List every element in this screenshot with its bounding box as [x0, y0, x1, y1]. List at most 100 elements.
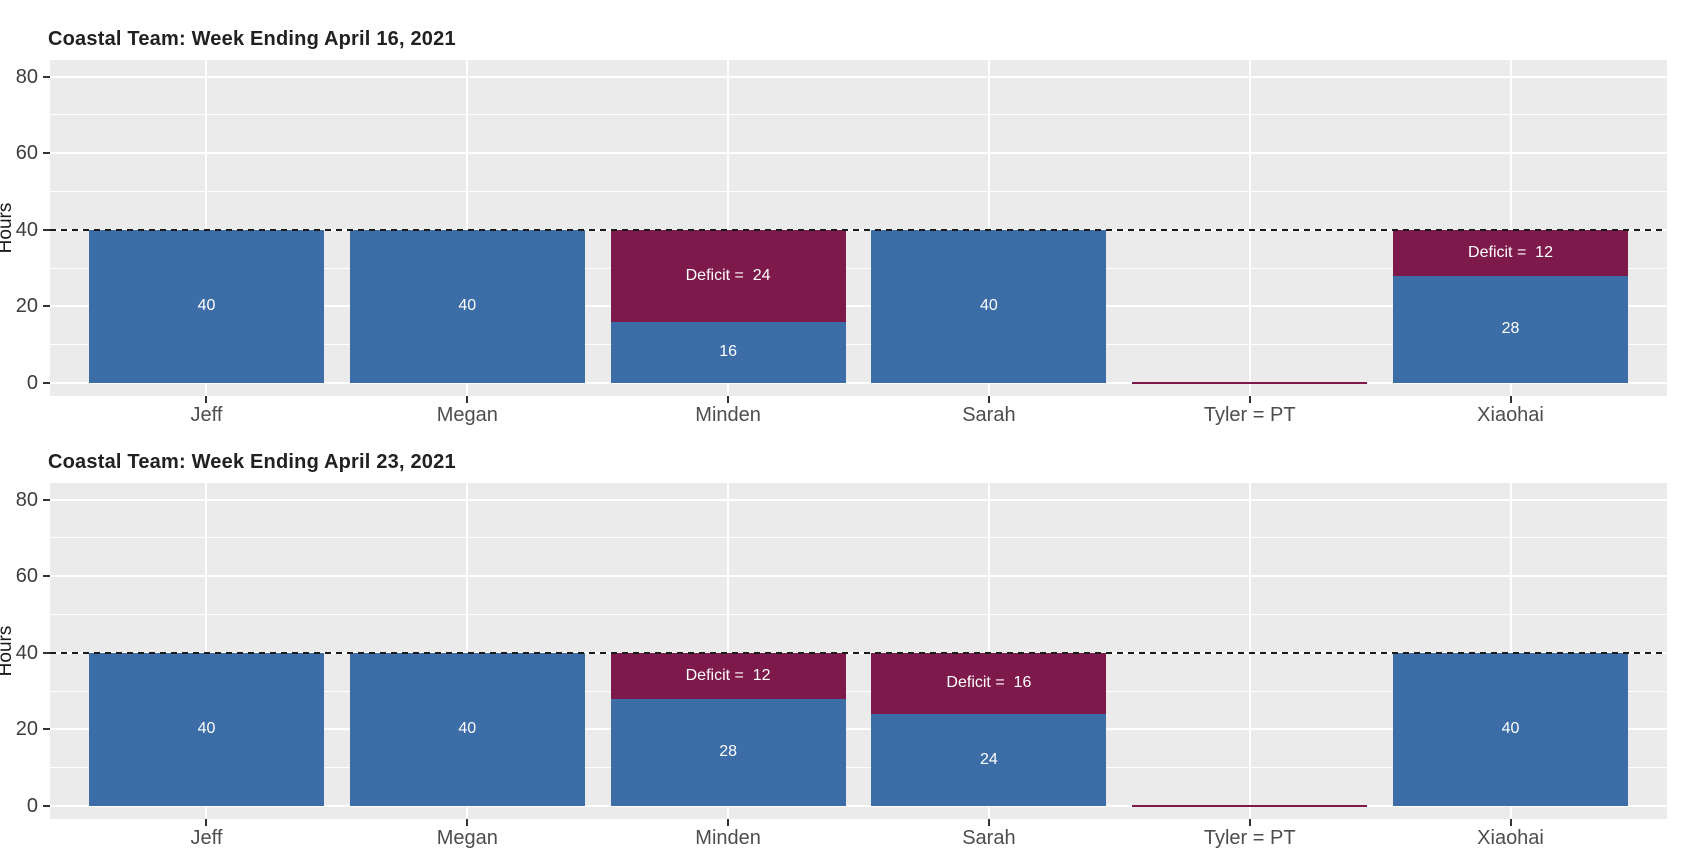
x-tick-mark	[1509, 819, 1512, 826]
plot-area: Hours Jeff 40 Megan 40 Minden 28 Deficit = 12 S…	[0, 483, 1667, 849]
y-tick-label: 20	[15, 718, 38, 741]
deficit-bar-segment: Deficit = 24	[610, 229, 846, 322]
y-tick-label: 40	[15, 218, 38, 241]
gridline-major	[50, 575, 1667, 578]
gridline-major	[50, 75, 1667, 78]
x-tick-mark	[205, 819, 208, 826]
plot-area: Hours Jeff 40 Megan 40 Minden 16 Deficit = 24 S…	[0, 60, 1667, 426]
zero-hours-bar	[1132, 805, 1368, 807]
y-tick-label: 20	[15, 295, 38, 318]
gridline-minor	[50, 690, 1667, 692]
y-tick-label: 60	[15, 565, 38, 588]
x-axis-category-label: Sarah	[962, 827, 1016, 849]
x-axis-category-label: Megan	[436, 404, 498, 426]
gridline-minor	[50, 191, 1667, 192]
chart-title: Coastal Team: Week Ending April 16, 2021	[48, 28, 456, 50]
hours-bar-segment: 40	[1393, 652, 1629, 806]
x-tick-mark	[1248, 819, 1251, 826]
gridline-vertical	[205, 483, 208, 819]
target-line-40	[50, 651, 1667, 654]
bar-value-label: 40	[979, 297, 998, 315]
y-tick-mark	[43, 152, 50, 155]
hours-bar-segment: 40	[871, 229, 1107, 383]
y-tick-label: 60	[15, 142, 38, 165]
deficit-bar-segment: Deficit = 16	[871, 652, 1107, 715]
y-tick-mark	[43, 75, 50, 78]
bar-value-label: 28	[719, 743, 737, 761]
hours-bar-segment: 16	[610, 321, 846, 383]
y-tick-mark	[43, 382, 50, 384]
deficit-value-label: Deficit = 16	[946, 674, 1032, 692]
deficit-value-label: Deficit = 24	[685, 266, 771, 284]
x-tick-mark	[987, 396, 990, 403]
gridline-minor	[50, 537, 1667, 539]
x-tick-mark	[1509, 396, 1512, 403]
gridline-vertical	[727, 60, 730, 396]
x-axis-category-label: Jeff	[190, 404, 223, 426]
bar-value-label: 40	[458, 720, 477, 738]
zero-hours-bar	[1132, 382, 1368, 384]
gridline-vertical	[987, 483, 990, 819]
gridline-vertical	[205, 60, 208, 396]
gridline-vertical	[1509, 483, 1512, 819]
gridline-major	[50, 152, 1667, 155]
gridline-vertical	[987, 60, 990, 396]
y-tick-label: 80	[15, 488, 38, 511]
bar-value-label: 40	[197, 720, 216, 738]
gridline-major	[50, 498, 1667, 501]
x-axis-category-label: Minden	[695, 404, 761, 426]
bar-value-label: 24	[979, 751, 998, 769]
gridline-vertical	[1509, 60, 1512, 396]
gridline-minor	[50, 344, 1667, 346]
hours-bar-segment: 28	[1393, 275, 1629, 383]
bar-value-label: 40	[458, 297, 477, 315]
x-axis-category-label: Megan	[436, 827, 498, 849]
x-tick-mark	[727, 396, 730, 403]
gridline-minor	[50, 614, 1667, 615]
x-axis-category-label: Tyler = PT	[1203, 827, 1296, 849]
gridline-minor	[50, 267, 1667, 269]
gridline-major	[50, 382, 1667, 384]
hours-bar-segment: 28	[610, 698, 846, 806]
bar-value-label: 40	[197, 297, 216, 315]
x-axis-category-label: Jeff	[190, 827, 223, 849]
y-axis-title: Hours	[0, 202, 16, 254]
x-axis-category-label: Xiaohai	[1477, 404, 1544, 426]
y-tick-mark	[43, 728, 50, 731]
y-tick-label: 40	[15, 641, 38, 664]
chart-week-apr16: Coastal Team: Week Ending April 16, 2021…	[0, 26, 1682, 446]
y-axis-title: Hours	[0, 625, 16, 677]
hours-bar-segment: 40	[88, 652, 324, 806]
target-line-40	[50, 228, 1667, 231]
deficit-bar-segment: Deficit = 12	[610, 652, 846, 699]
deficit-value-label: Deficit = 12	[1468, 243, 1553, 261]
hours-bar-segment: 24	[871, 714, 1107, 806]
hours-bar-segment: 40	[349, 652, 585, 806]
x-tick-mark	[205, 396, 208, 403]
y-tick-mark	[43, 305, 50, 308]
gridline-vertical	[466, 60, 469, 396]
x-tick-mark	[987, 819, 990, 826]
gridline-major	[50, 805, 1667, 807]
x-axis-category-label: Sarah	[962, 404, 1016, 426]
gridline-major	[50, 305, 1667, 308]
bar-value-label: 40	[1501, 720, 1520, 738]
gridline-vertical	[466, 483, 469, 819]
x-tick-mark	[466, 819, 469, 826]
y-tick-label: 0	[26, 372, 38, 394]
y-tick-label: 80	[15, 65, 38, 88]
y-tick-label: 0	[26, 795, 38, 817]
y-tick-mark	[43, 575, 50, 578]
gridline-vertical	[1248, 483, 1251, 819]
y-tick-mark	[43, 805, 50, 807]
chart-week-apr23: Coastal Team: Week Ending April 23, 2021…	[0, 449, 1682, 866]
gridline-major	[50, 728, 1667, 731]
deficit-value-label: Deficit = 12	[685, 666, 771, 684]
y-tick-mark	[43, 498, 50, 501]
bar-value-label: 28	[1501, 320, 1520, 338]
gridline-vertical	[727, 483, 730, 819]
gridline-minor	[50, 767, 1667, 769]
gridline-minor	[50, 114, 1667, 116]
hours-bar-segment: 40	[349, 229, 585, 383]
